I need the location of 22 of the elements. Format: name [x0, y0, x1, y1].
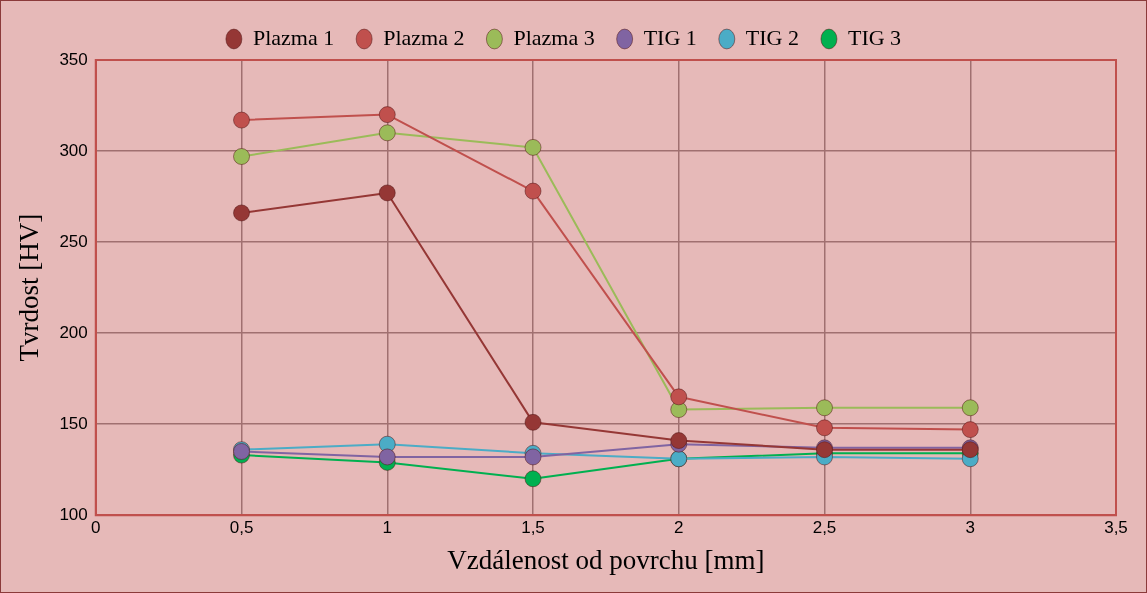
y-tick-label: 250: [59, 231, 88, 251]
x-tick-label: 3,5: [1104, 518, 1128, 538]
x-tick-label: 1,5: [521, 518, 545, 538]
legend-label: Plazma 2: [383, 24, 465, 50]
x-tick-label: 0,5: [229, 518, 254, 538]
x-axis-title: Vzdálenost od povrchu [mm]: [447, 544, 765, 575]
x-tick-label: 0: [91, 518, 101, 538]
legend-label: TIG 2: [745, 24, 799, 50]
y-axis-title: Tvrdost [HV]: [14, 213, 45, 362]
x-tick-label: 2: [674, 518, 684, 538]
legend-label: TIG 3: [847, 24, 902, 50]
y-tick-label: 200: [59, 322, 88, 342]
legend-label: Plazma 1: [252, 24, 335, 50]
legend-label: Plazma 3: [513, 24, 595, 50]
y-tick-label: 100: [59, 504, 88, 524]
y-tick-label: 300: [59, 140, 88, 160]
y-tick-label: 150: [59, 413, 88, 433]
x-tick-label: 2,5: [812, 518, 837, 538]
x-tick-label: 3: [965, 518, 975, 538]
legend-label: TIG 1: [643, 24, 697, 50]
y-tick-label: 350: [59, 49, 88, 69]
x-tick-label: 1: [382, 518, 392, 538]
